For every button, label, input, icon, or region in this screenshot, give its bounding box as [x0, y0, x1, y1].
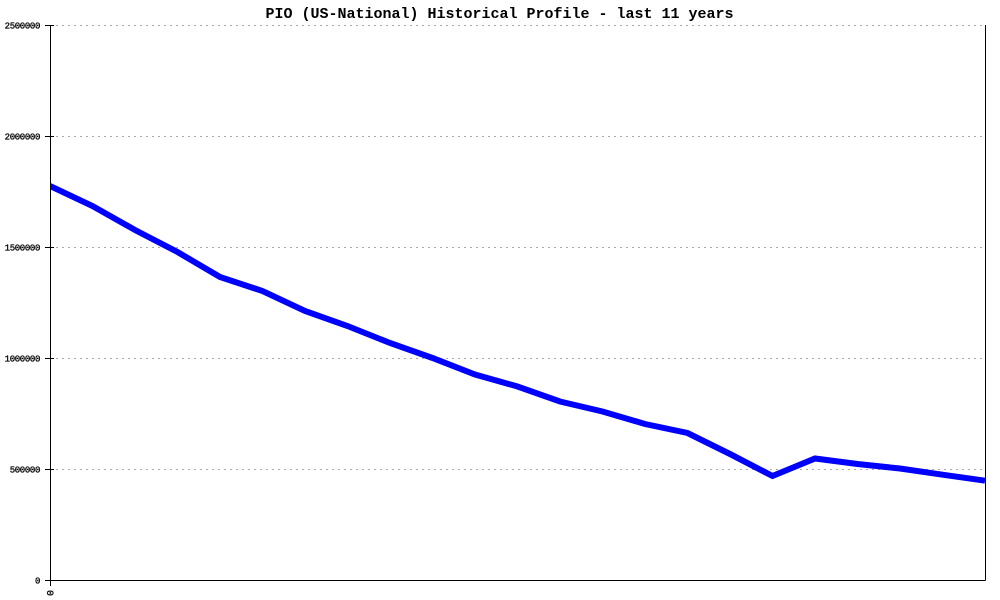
- svg-text:500000: 500000: [10, 465, 40, 475]
- svg-text:2500000: 2500000: [5, 21, 40, 31]
- svg-text:1000000: 1000000: [5, 354, 40, 364]
- svg-text:0: 0: [43, 590, 54, 596]
- svg-text:PIO (US-National) Historical P: PIO (US-National) Historical Profile - l…: [265, 6, 733, 23]
- svg-text:1500000: 1500000: [5, 243, 40, 253]
- svg-text:2000000: 2000000: [5, 132, 40, 142]
- svg-text:0: 0: [35, 576, 40, 586]
